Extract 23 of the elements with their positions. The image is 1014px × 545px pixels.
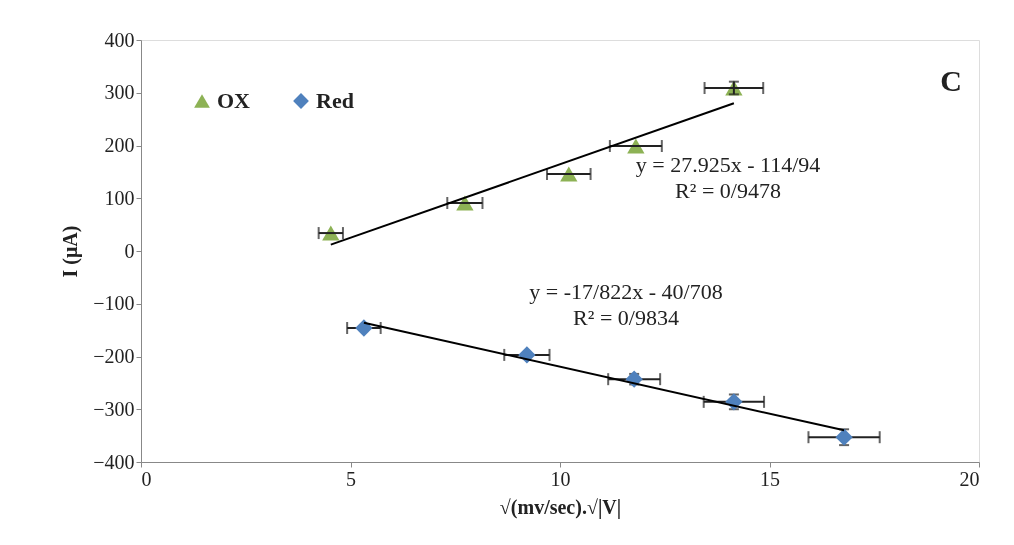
y-tick-label: 300 bbox=[104, 81, 135, 104]
x-axis-title: √(mv/sec).√|V| bbox=[499, 495, 622, 519]
x-tick-label: 20 bbox=[959, 467, 980, 490]
annotation: y = -17/822x - 40/708 R² = 0/9834 bbox=[529, 279, 723, 330]
y-tick-label: −100 bbox=[93, 292, 135, 315]
annotation: C bbox=[940, 64, 962, 97]
x-tick-label: 15 bbox=[760, 467, 780, 490]
y-tick-label: −300 bbox=[93, 397, 135, 420]
y-tick-label: −200 bbox=[93, 345, 135, 367]
y-tick-label: −400 bbox=[93, 450, 135, 473]
x-tick-label: 10 bbox=[550, 467, 571, 490]
y-tick-label: 100 bbox=[104, 186, 135, 209]
y-tick-label: 0 bbox=[124, 239, 135, 262]
y-tick-label: 400 bbox=[104, 28, 135, 51]
annotation: y = 27.925x - 114/94 R² = 0/9478 bbox=[635, 152, 821, 203]
y-axis-title: I (μA) bbox=[59, 225, 83, 278]
y-tick-label: 200 bbox=[104, 134, 135, 156]
x-tick-label: 0 bbox=[141, 467, 152, 490]
point bbox=[835, 428, 853, 446]
point bbox=[355, 319, 373, 337]
x-tick-label: 5 bbox=[346, 467, 356, 490]
legend-label: Red bbox=[316, 88, 354, 113]
legend-label: OX bbox=[217, 88, 251, 113]
